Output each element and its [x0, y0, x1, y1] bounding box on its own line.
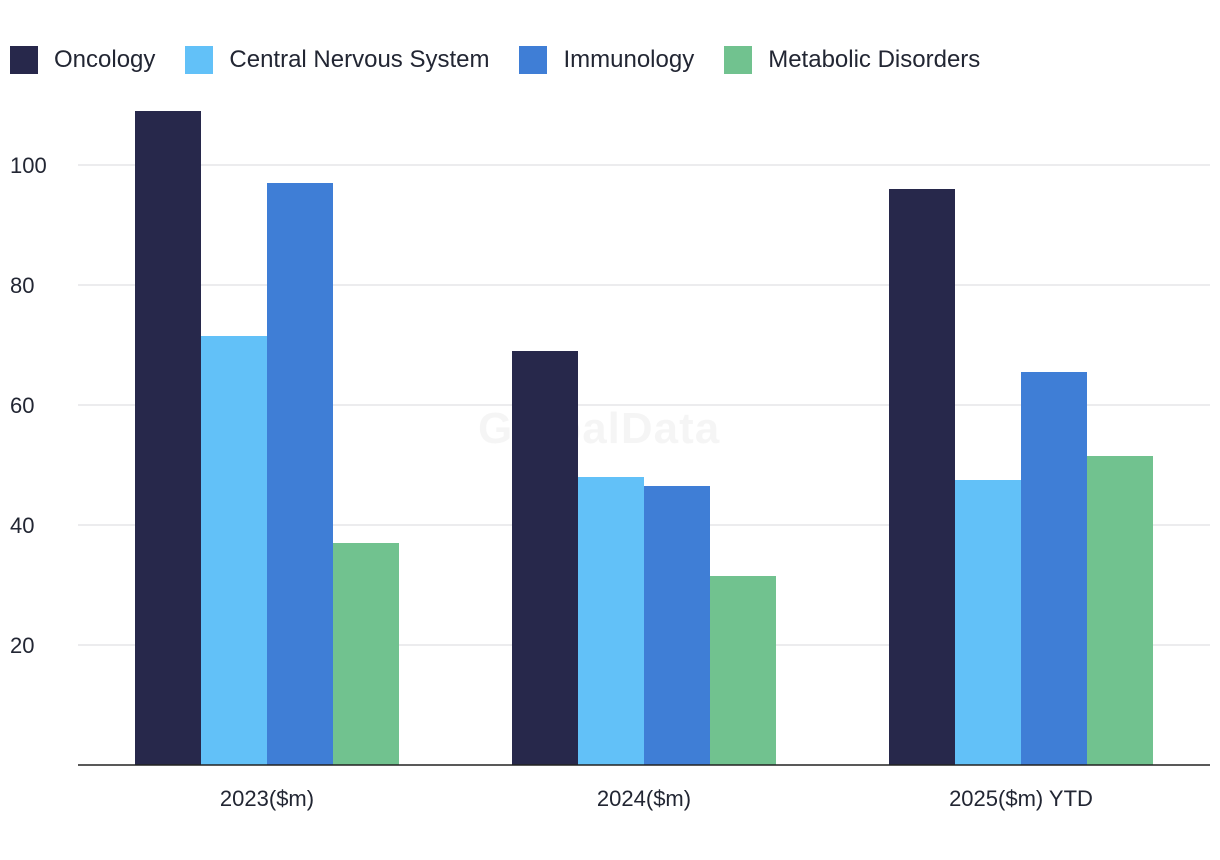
bars	[135, 111, 1153, 765]
x-tick-label: 2023($m)	[220, 786, 314, 811]
bar-metabolic-disorders-0	[333, 543, 399, 765]
chart-legend: Oncology Central Nervous System Immunolo…	[10, 44, 1010, 76]
bar-immunology-1	[644, 486, 710, 765]
bar-central-nervous-system-2	[955, 480, 1021, 765]
bar-metabolic-disorders-1	[710, 576, 776, 765]
bar-metabolic-disorders-2	[1087, 456, 1153, 765]
bar-immunology-0	[267, 183, 333, 765]
bar-immunology-2	[1021, 372, 1087, 765]
legend-swatch-metabolic-disorders	[724, 46, 753, 74]
y-tick-label: 60	[10, 393, 34, 418]
bar-central-nervous-system-1	[578, 477, 644, 765]
legend-swatch-immunology	[519, 46, 548, 74]
legend-swatch-central-nervous-system	[185, 46, 214, 74]
legend-item-metabolic-disorders: Metabolic Disorders	[724, 46, 980, 74]
bar-central-nervous-system-0	[201, 336, 267, 765]
legend-swatch-oncology	[10, 46, 38, 74]
x-tick-label: 2025($m) YTD	[949, 786, 1093, 811]
legend-item-immunology: Immunology	[519, 46, 694, 74]
y-tick-label: 80	[10, 273, 34, 298]
legend-item-central-nervous-system: Central Nervous System	[185, 46, 489, 74]
y-tick-label: 20	[10, 633, 34, 658]
legend-label-immunology: Immunology	[563, 46, 695, 73]
x-tick-label: 2024($m)	[597, 786, 691, 811]
legend-label-oncology: Oncology	[54, 46, 156, 73]
bar-oncology-1	[512, 351, 578, 765]
legend-label-central-nervous-system: Central Nervous System	[229, 46, 490, 73]
axes: 20 40 60 80 100 2023($m) 2024($m) 2025($m) YTD	[10, 153, 1210, 811]
legend-label-metabolic-disorders: Metabolic Disorders	[768, 46, 981, 73]
legend-item-oncology: Oncology	[10, 46, 155, 74]
bar-oncology-2	[889, 189, 955, 765]
y-tick-label: 100	[10, 153, 47, 178]
y-tick-label: 40	[10, 513, 34, 538]
bar-oncology-0	[135, 111, 201, 765]
